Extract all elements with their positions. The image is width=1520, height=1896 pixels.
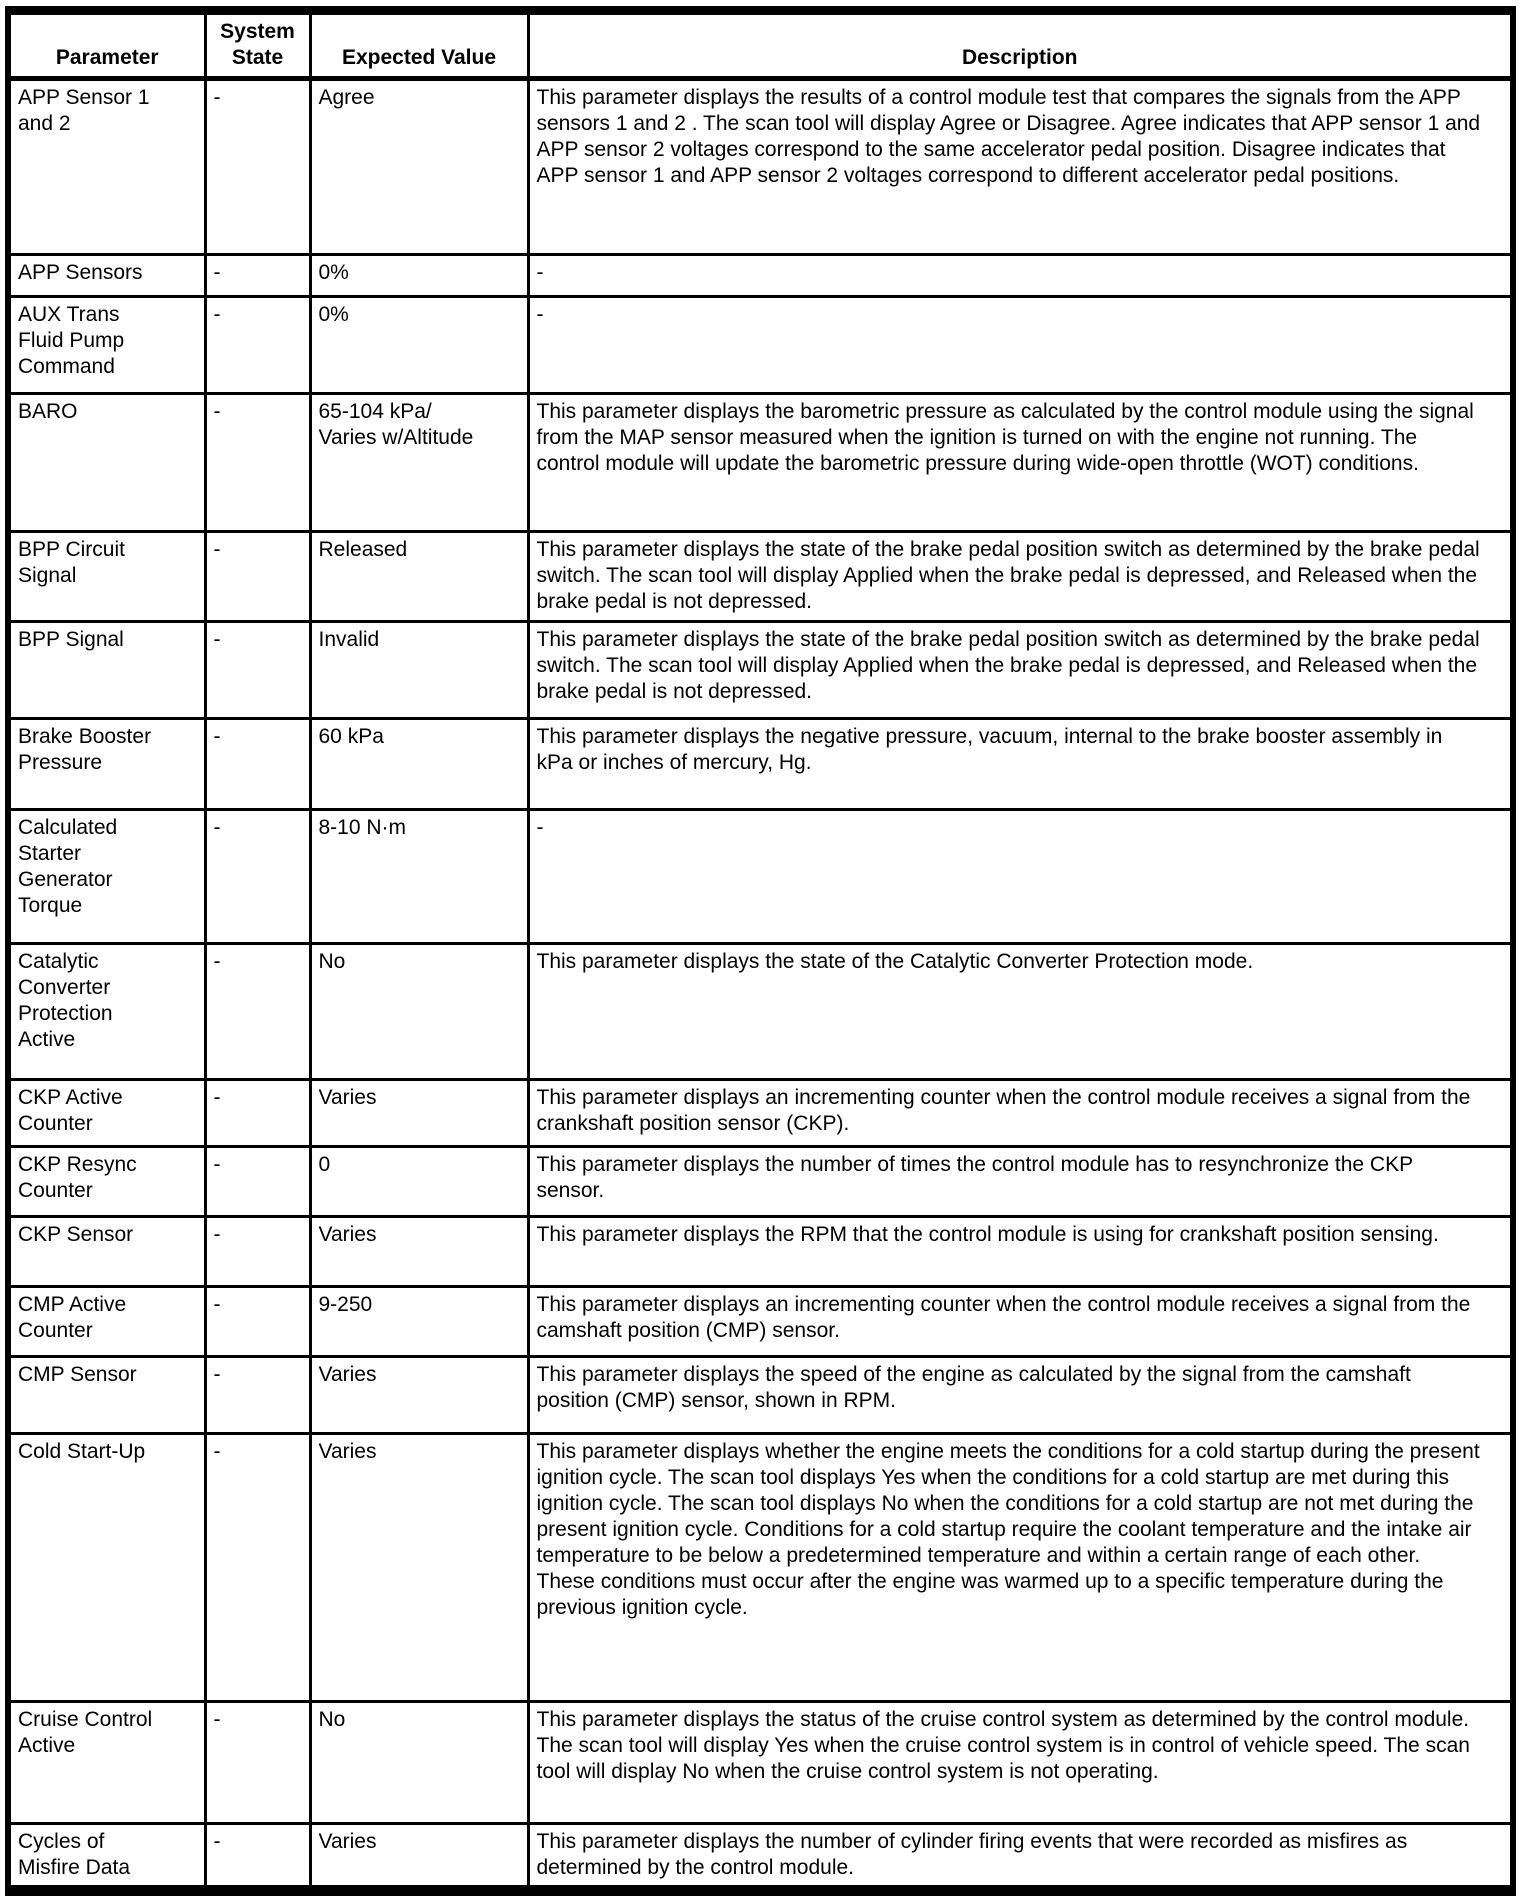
column-header-system-state: System State xyxy=(203,9,312,81)
table-row: CKP Resync Counter -0 This parameter displ… xyxy=(6,1145,1515,1218)
parameter-cell: BPP Signal xyxy=(6,620,207,720)
parameter-cell: Brake Booster Pressure xyxy=(6,717,207,811)
table-row: APP Sensor 1 and 2- Agree This parameter d… xyxy=(6,77,1515,256)
table-row: BPP Signal - Invalid This parameter display… xyxy=(6,620,1515,720)
table-row: CMP Sensor - Varies This parameter displays… xyxy=(6,1355,1515,1435)
expected-value-cell: No xyxy=(308,1700,530,1825)
parameter-cell: AUX Trans Fluid Pump Command xyxy=(6,295,207,395)
expected-value-cell: Invalid xyxy=(308,620,530,720)
table-row: AUX Trans Fluid Pump Command -0% - xyxy=(6,295,1515,395)
expected-value-cell: 8-10 N·m xyxy=(308,808,530,945)
parameter-cell: BPP Circuit Signal xyxy=(6,530,207,623)
table-row: Cruise Control Active - No This parameter d… xyxy=(6,1700,1515,1825)
expected-value-cell: Released xyxy=(308,530,530,623)
table-row: CKP Active Counter - Varies This parameter … xyxy=(6,1078,1515,1148)
column-header-parameter: Parameter xyxy=(6,9,207,81)
table-row: Brake Booster Pressure -60 kPa This parame… xyxy=(6,717,1515,811)
system-state-cell: - xyxy=(203,1355,312,1435)
parameter-cell: Calculated Starter Generator Torque xyxy=(6,808,207,945)
parameter-cell: CKP Active Counter xyxy=(6,1078,207,1148)
expected-value-cell: 0% xyxy=(308,295,530,395)
description-cell: This parameter displays the number of ti… xyxy=(526,1145,1515,1218)
description-cell: This parameter displays an incrementing … xyxy=(526,1078,1515,1148)
column-header-description: Description xyxy=(526,9,1515,81)
table-row: Cycles of Misfire Data - Varies This parame… xyxy=(6,1822,1515,1892)
system-state-cell: - xyxy=(203,808,312,945)
system-state-cell: - xyxy=(203,530,312,623)
expected-value-cell: 60 kPa xyxy=(308,717,530,811)
expected-value-cell: No xyxy=(308,942,530,1081)
system-state-cell: - xyxy=(203,1215,312,1288)
system-state-cell: - xyxy=(203,1700,312,1825)
system-state-cell: - xyxy=(203,77,312,256)
expected-value-cell: Varies xyxy=(308,1215,530,1288)
description-cell: This parameter displays the negative pre… xyxy=(526,717,1515,811)
table-row: BARO -65-104 kPa/ Varies w/Altitude This p… xyxy=(6,392,1515,533)
expected-value-cell: Varies xyxy=(308,1355,530,1435)
system-state-cell: - xyxy=(203,1432,312,1703)
system-state-cell: - xyxy=(203,620,312,720)
system-state-cell: - xyxy=(203,392,312,533)
table-row: CKP Sensor - Varies This parameter displays… xyxy=(6,1215,1515,1288)
description-cell: This parameter displays the state of the… xyxy=(526,620,1515,720)
table-row: Calculated Starter Generator Torque -8-10… xyxy=(6,808,1515,945)
system-state-cell: - xyxy=(203,717,312,811)
system-state-cell: - xyxy=(203,942,312,1081)
column-header-expected-value: Expected Value xyxy=(308,9,530,81)
table-row: Catalytic Converter Protection Active - No… xyxy=(6,942,1515,1081)
parameter-cell: BARO xyxy=(6,392,207,533)
expected-value-cell: 0 xyxy=(308,1145,530,1218)
system-state-cell: - xyxy=(203,1285,312,1358)
description-cell: This parameter displays the state of the… xyxy=(526,942,1515,1081)
system-state-cell: - xyxy=(203,1145,312,1218)
expected-value-cell: Agree xyxy=(308,77,530,256)
parameter-cell: Catalytic Converter Protection Active xyxy=(6,942,207,1081)
system-state-cell: - xyxy=(203,1822,312,1892)
table-row: BPP Circuit Signal - Released This paramete… xyxy=(6,530,1515,623)
description-cell: - xyxy=(526,808,1515,945)
description-cell: This parameter displays whether the engi… xyxy=(526,1432,1515,1703)
parameter-cell: CMP Sensor xyxy=(6,1355,207,1435)
table-body: APP Sensor 1 and 2- Agree This parameter d… xyxy=(6,77,1515,1892)
description-cell: This parameter displays the speed of the… xyxy=(526,1355,1515,1435)
expected-value-cell: 9-250 xyxy=(308,1285,530,1358)
parameter-cell: CMP Active Counter xyxy=(6,1285,207,1358)
description-cell: This parameter displays the state of the… xyxy=(526,530,1515,623)
parameter-cell: CKP Resync Counter xyxy=(6,1145,207,1218)
parameter-cell: Cold Start-Up xyxy=(6,1432,207,1703)
parameter-cell: CKP Sensor xyxy=(6,1215,207,1288)
expected-value-cell: Varies xyxy=(308,1432,530,1703)
expected-value-cell: 0% xyxy=(308,253,530,298)
parameter-cell: APP Sensors xyxy=(6,253,207,298)
description-cell: This parameter displays the status of th… xyxy=(526,1700,1515,1825)
description-cell: This parameter displays the RPM that the… xyxy=(526,1215,1515,1288)
system-state-cell: - xyxy=(203,1078,312,1148)
system-state-cell: - xyxy=(203,295,312,395)
description-cell: This parameter displays the barometric p… xyxy=(526,392,1515,533)
expected-value-cell: Varies xyxy=(308,1078,530,1148)
expected-value-cell: Varies xyxy=(308,1822,530,1892)
table-row: APP Sensors -0% - xyxy=(6,253,1515,298)
table-row: CMP Active Counter -9-250 This parameter d… xyxy=(6,1285,1515,1358)
parameter-cell: Cruise Control Active xyxy=(6,1700,207,1825)
parameter-cell: Cycles of Misfire Data xyxy=(6,1822,207,1892)
description-cell: - xyxy=(526,295,1515,395)
parameter-cell: APP Sensor 1 and 2 xyxy=(6,77,207,256)
scan-tool-parameter-table: Parameter System State Expected Value De… xyxy=(5,6,1516,1896)
table-header-row: Parameter System State Expected Value De… xyxy=(6,9,1515,81)
system-state-cell: - xyxy=(203,253,312,298)
expected-value-cell: 65-104 kPa/ Varies w/Altitude xyxy=(308,392,530,533)
description-cell: - xyxy=(526,253,1515,298)
table-row: Cold Start-Up - Varies This parameter displ… xyxy=(6,1432,1515,1703)
description-cell: This parameter displays the number of cy… xyxy=(526,1822,1515,1892)
description-cell: This parameter displays the results of a… xyxy=(526,77,1515,256)
description-cell: This parameter displays an incrementing … xyxy=(526,1285,1515,1358)
